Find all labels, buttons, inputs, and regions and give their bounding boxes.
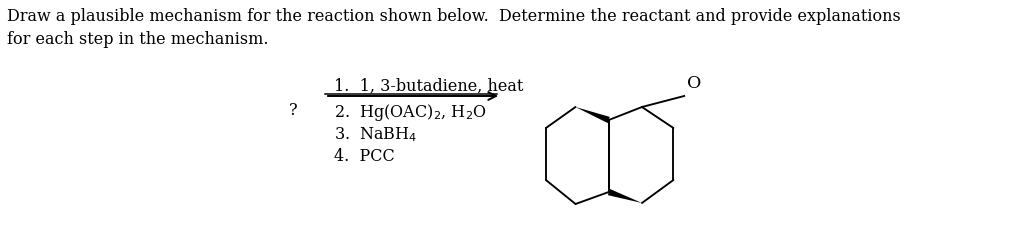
Text: O: O (686, 75, 701, 92)
Text: for each step in the mechanism.: for each step in the mechanism. (7, 31, 269, 48)
Text: ?: ? (289, 102, 298, 119)
Text: Draw a plausible mechanism for the reaction shown below.  Determine the reactant: Draw a plausible mechanism for the react… (7, 8, 901, 25)
Text: 4.  PCC: 4. PCC (334, 148, 395, 165)
Text: 3.  NaBH$_4$: 3. NaBH$_4$ (334, 125, 418, 144)
Polygon shape (607, 189, 642, 203)
Text: 1.  1, 3-butadiene, heat: 1. 1, 3-butadiene, heat (334, 78, 523, 95)
Text: 2.  Hg(OAC)$_2$, H$_2$O: 2. Hg(OAC)$_2$, H$_2$O (334, 102, 486, 123)
Polygon shape (576, 107, 609, 123)
